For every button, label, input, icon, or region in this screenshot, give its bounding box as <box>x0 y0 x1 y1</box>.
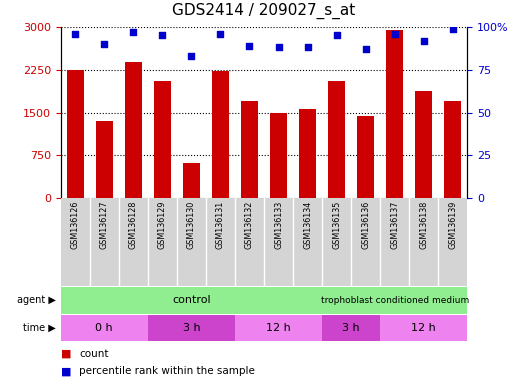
Point <box>100 41 109 47</box>
Text: GSM136135: GSM136135 <box>332 201 341 249</box>
Text: GSM136138: GSM136138 <box>419 201 428 249</box>
Point <box>391 31 399 37</box>
Text: trophoblast conditioned medium: trophoblast conditioned medium <box>320 296 469 305</box>
Point <box>361 46 370 52</box>
Text: GSM136137: GSM136137 <box>390 201 399 249</box>
Text: GSM136127: GSM136127 <box>100 201 109 249</box>
Point <box>71 31 80 37</box>
Bar <box>148 314 235 341</box>
Bar <box>328 81 345 198</box>
Bar <box>270 113 287 198</box>
Text: ■: ■ <box>61 349 71 359</box>
Bar <box>96 121 113 198</box>
Bar <box>154 81 171 198</box>
Text: GSM136131: GSM136131 <box>216 201 225 249</box>
Text: GSM136126: GSM136126 <box>71 201 80 249</box>
Bar <box>415 91 432 198</box>
Text: 0 h: 0 h <box>96 323 113 333</box>
Point <box>187 53 196 59</box>
Text: GDS2414 / 209027_s_at: GDS2414 / 209027_s_at <box>172 3 356 19</box>
Text: GSM136133: GSM136133 <box>274 201 283 249</box>
Point <box>420 38 428 44</box>
Text: GSM136136: GSM136136 <box>361 201 370 249</box>
Bar <box>67 70 84 198</box>
Bar <box>322 314 380 341</box>
Text: 3 h: 3 h <box>342 323 360 333</box>
Bar <box>380 314 467 341</box>
Point <box>449 25 457 31</box>
Text: ■: ■ <box>61 366 71 376</box>
Bar <box>235 314 322 341</box>
Text: 12 h: 12 h <box>266 323 291 333</box>
Bar <box>212 71 229 198</box>
Text: count: count <box>79 349 109 359</box>
Bar <box>61 287 322 314</box>
Point <box>275 45 283 51</box>
Point <box>216 31 225 37</box>
Point <box>158 32 167 38</box>
Bar <box>386 30 403 198</box>
Text: agent ▶: agent ▶ <box>16 295 55 305</box>
Text: GSM136129: GSM136129 <box>158 201 167 249</box>
Bar <box>299 109 316 198</box>
Point <box>303 45 312 51</box>
Text: GSM136134: GSM136134 <box>303 201 312 249</box>
Bar <box>183 163 200 198</box>
Text: time ▶: time ▶ <box>23 323 55 333</box>
Point <box>245 43 254 49</box>
Point <box>333 32 341 38</box>
Text: 3 h: 3 h <box>183 323 200 333</box>
Text: GSM136139: GSM136139 <box>448 201 457 249</box>
Bar <box>125 62 142 198</box>
Bar <box>322 287 467 314</box>
Text: control: control <box>172 295 211 305</box>
Text: GSM136128: GSM136128 <box>129 201 138 249</box>
Bar <box>241 101 258 198</box>
Text: 12 h: 12 h <box>411 323 436 333</box>
Text: percentile rank within the sample: percentile rank within the sample <box>79 366 255 376</box>
Text: GSM136130: GSM136130 <box>187 201 196 249</box>
Bar <box>444 101 461 198</box>
Point <box>129 29 138 35</box>
Bar <box>61 314 148 341</box>
Bar <box>357 116 374 198</box>
Text: GSM136132: GSM136132 <box>245 201 254 249</box>
